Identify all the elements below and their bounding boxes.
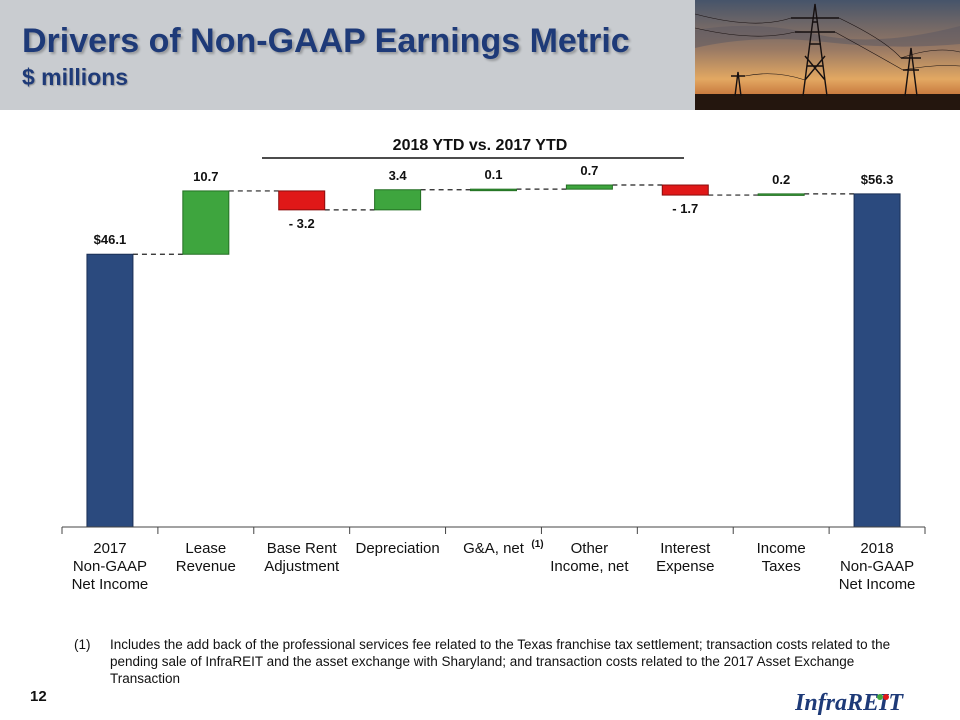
category-label-5: G&A, net [463, 540, 525, 557]
page-subtitle: $ millions [22, 64, 129, 90]
waterfall-chart: 2018 YTD vs. 2017 YTD $46.1 10.7 - 3.2 3.4 0.… [61, 137, 926, 593]
data-label-3: - 3.2 [289, 216, 315, 231]
category-label-line: Taxes [762, 558, 801, 575]
category-label-9: 2018 Non-GAAP Net Income [839, 540, 916, 593]
category-label-line: Non-GAAP [73, 558, 147, 575]
data-label-7: - 1.7 [672, 201, 698, 216]
category-label-line: Base Rent [267, 540, 338, 557]
category-label-line: Interest [660, 540, 711, 557]
category-label-line: Expense [656, 558, 714, 575]
data-label-8: 0.2 [772, 172, 790, 187]
category-label-line: G&A, net [463, 540, 525, 557]
bar-1 [86, 253, 134, 528]
category-label-line: Net Income [72, 576, 149, 593]
bar-6 [565, 184, 613, 190]
header-band: Drivers of Non-GAAP Earnings Metric $ mi… [0, 0, 960, 110]
bar-4 [374, 189, 422, 211]
data-label-2: 10.7 [193, 169, 218, 184]
category-label-line: 2018 [860, 540, 893, 557]
category-label-line: Non-GAAP [840, 558, 914, 575]
page-number: 12 [30, 688, 47, 705]
footnote-text: Includes the add back of the professiona… [110, 637, 891, 686]
data-label-5: 0.1 [484, 167, 502, 182]
category-label-line: Revenue [176, 558, 236, 575]
bar-9 [853, 193, 901, 528]
footnote-superscript: (1) [531, 539, 543, 550]
bar-5 [470, 188, 517, 192]
bar-2 [182, 190, 230, 255]
chart-title: 2018 YTD vs. 2017 YTD [393, 137, 568, 154]
bar-3 [278, 190, 326, 211]
category-label-line: Net Income [839, 576, 916, 593]
data-label-4: 3.4 [389, 168, 408, 183]
bar-7 [661, 184, 709, 196]
page-title: Drivers of Non-GAAP Earnings Metric [22, 22, 630, 60]
category-label-line: Depreciation [356, 540, 440, 557]
category-label-7: Interest Expense [656, 540, 714, 575]
power-lines-sunset-image [695, 0, 960, 110]
footnote-marker: (1) [74, 637, 91, 652]
category-label-line: Income, net [550, 558, 629, 575]
category-label-line: Adjustment [264, 558, 340, 575]
category-label-8: Income Taxes [757, 540, 806, 575]
category-label-line: Income [757, 540, 806, 557]
bar-8 [757, 193, 805, 196]
data-label-9: $56.3 [861, 172, 894, 187]
category-label-3: Base Rent Adjustment [264, 540, 340, 575]
category-label-line: Other [571, 540, 609, 557]
category-label-6: Other Income, net [550, 540, 629, 575]
infrareit-logo: InfraREIT [795, 690, 904, 716]
category-label-2: Lease Revenue [176, 540, 236, 575]
data-label-1: $46.1 [94, 232, 127, 247]
category-label-4: Depreciation [356, 540, 440, 557]
category-label-line: Lease [185, 540, 226, 557]
data-label-6: 0.7 [580, 163, 598, 178]
logo-text: InfraREIT [795, 690, 904, 716]
category-label-line: 2017 [93, 540, 126, 557]
category-label-1: 2017 Non-GAAP Net Income [72, 540, 149, 593]
